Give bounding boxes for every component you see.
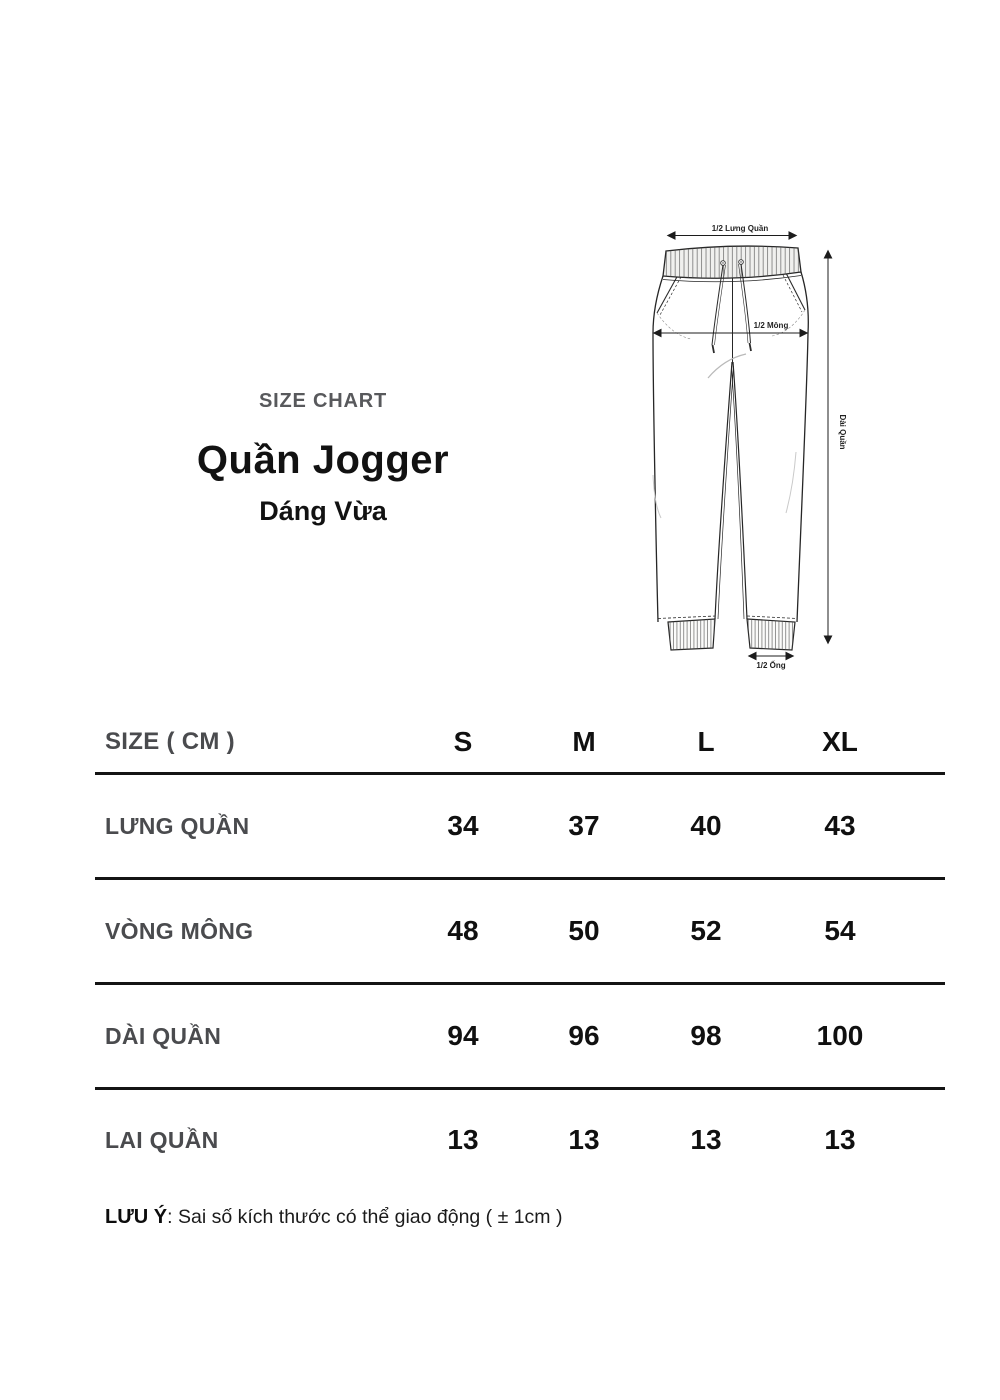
product-title: Quần Jogger — [196, 438, 450, 482]
cell-value: 13 — [824, 1124, 856, 1155]
size-unit-header: SIZE ( CM ) — [105, 728, 235, 755]
row-label: LƯNG QUẦN — [105, 812, 250, 839]
cell-value: 48 — [447, 915, 479, 946]
size-chart-eyebrow: SIZE CHART — [259, 390, 387, 412]
row-label: DÀI QUẦN — [105, 1022, 222, 1049]
ankle-cuffs — [667, 618, 796, 651]
table-row-hip: VÒNG MÔNG 48 50 52 54 — [95, 880, 945, 985]
cell-value: 52 — [690, 915, 722, 946]
cell-value: 40 — [690, 810, 722, 841]
size-header-m: M — [572, 726, 596, 757]
cell-value: 34 — [447, 810, 479, 841]
cell-value: 54 — [824, 915, 856, 946]
waistband — [662, 245, 802, 283]
pocket-lines — [656, 272, 806, 340]
cell-value: 94 — [447, 1020, 479, 1051]
title-block: SIZE CHART Quần Jogger Dáng Vừa — [138, 390, 508, 527]
size-header-xl: XL — [822, 726, 858, 757]
cell-value: 13 — [690, 1124, 722, 1155]
size-table: SIZE ( CM ) S M L XL LƯNG QUẦN 34 37 40 … — [95, 712, 945, 1190]
tolerance-note-label: LƯU Ý — [105, 1206, 168, 1228]
cell-value: 37 — [568, 810, 600, 841]
row-label: LAI QUẦN — [105, 1126, 219, 1153]
jogger-technical-drawing: 1/2 Lưng Quần — [652, 224, 847, 670]
cell-value: 13 — [568, 1124, 600, 1155]
length-dimension-label: Dài Quần — [838, 414, 847, 449]
half-waist-dimension-label: 1/2 Lưng Quần — [712, 224, 769, 233]
cell-value: 96 — [568, 1020, 600, 1051]
cell-value: 100 — [816, 1020, 864, 1051]
cell-value: 13 — [447, 1124, 479, 1155]
half-hem-dimension-label: 1/2 Ống — [756, 660, 785, 670]
cell-value: 98 — [690, 1020, 722, 1051]
size-header-l: L — [697, 726, 715, 757]
row-label: VÒNG MÔNG — [105, 917, 254, 944]
tolerance-note-text: : Sai số kích thước có thể giao động ( ±… — [167, 1206, 563, 1228]
table-row-hem: LAI QUẦN 13 13 13 13 — [95, 1090, 945, 1190]
size-header-s: S — [453, 726, 473, 757]
half-hip-dimension-label: 1/2 Mông — [754, 321, 789, 330]
size-table-header-row: SIZE ( CM ) S M L XL — [95, 712, 945, 775]
fit-subtitle: Dáng Vừa — [259, 496, 387, 526]
table-row-waist: LƯNG QUẦN 34 37 40 43 — [95, 775, 945, 880]
cell-value: 50 — [568, 915, 600, 946]
cell-value: 43 — [824, 810, 856, 841]
sketch-style-lines — [652, 353, 797, 519]
tolerance-note: LƯU Ý: Sai số kích thước có thể giao độn… — [105, 1206, 562, 1229]
table-row-length: DÀI QUẦN 94 96 98 100 — [95, 985, 945, 1090]
pants-outline — [652, 271, 809, 623]
